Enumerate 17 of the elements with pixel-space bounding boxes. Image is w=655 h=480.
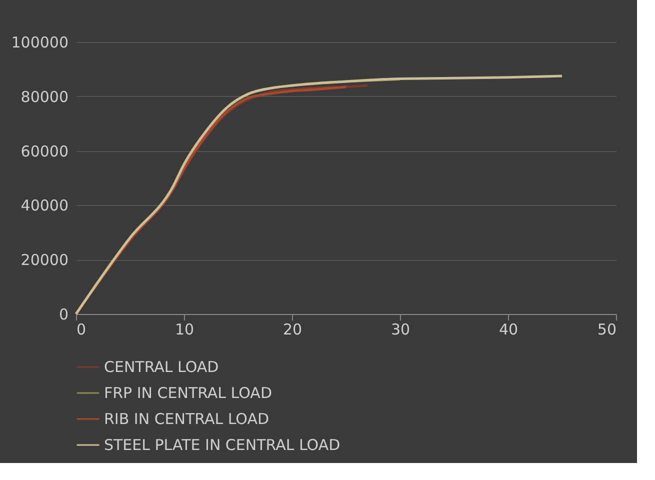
x-tick-label: 20 [282, 320, 302, 338]
y-tick-label: 60000 [20, 142, 68, 160]
y-tick-label: 80000 [20, 88, 68, 106]
x-tick-label: 10 [174, 320, 194, 338]
line-series [74, 74, 564, 316]
x-tick-label: 50 [597, 320, 616, 338]
legend-label: CENTRAL LOAD [104, 358, 219, 376]
legend-label: STEEL PLATE IN CENTRAL LOAD [104, 436, 340, 454]
y-tick-label: 40000 [20, 196, 68, 215]
x-tick-label: 40 [498, 320, 518, 338]
legend-label: FRP IN CENTRAL LOAD [104, 384, 272, 402]
x-tick-label: 0 [76, 320, 86, 338]
legend-label: RIB IN CENTRAL LOAD [104, 410, 270, 428]
x-tick-label: 30 [390, 320, 410, 338]
y-tick-label: 20000 [20, 251, 68, 270]
y-tick-label: 0 [58, 306, 68, 324]
y-tick-label: 100000 [11, 34, 68, 52]
